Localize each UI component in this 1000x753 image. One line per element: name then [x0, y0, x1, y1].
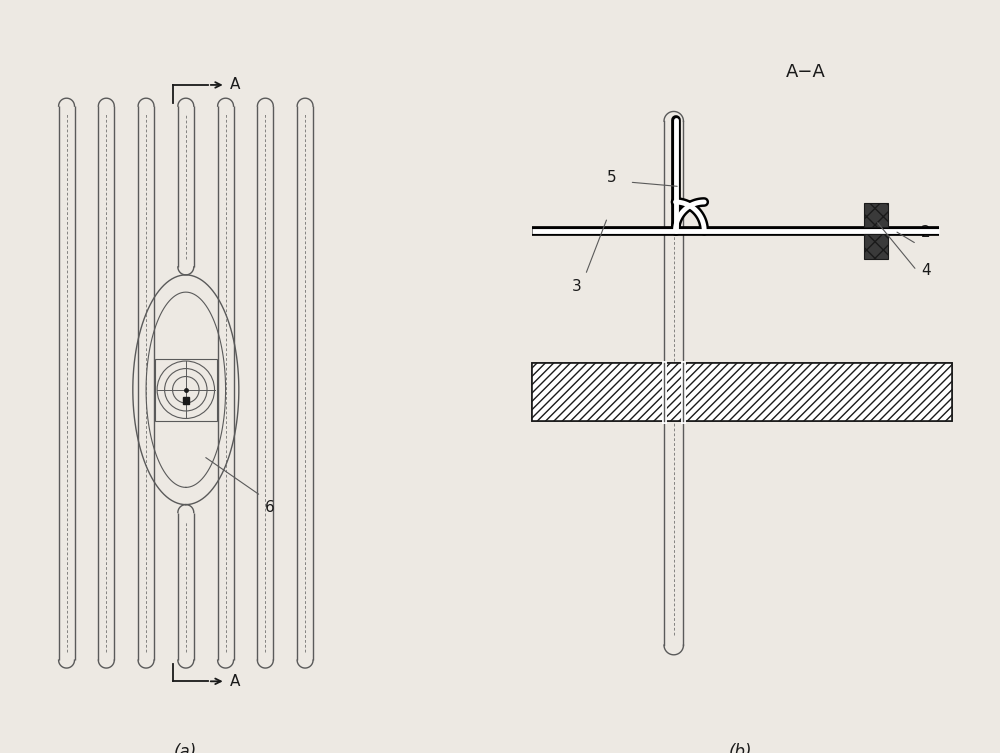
Text: 6: 6	[265, 500, 275, 515]
Text: A: A	[230, 78, 240, 93]
Text: A−A: A−A	[786, 62, 826, 81]
Bar	[155, 359, 217, 421]
Bar	[532, 363, 952, 421]
Text: 3: 3	[572, 279, 581, 294]
Bar	[864, 203, 888, 227]
Text: 4: 4	[921, 263, 931, 278]
Text: 2: 2	[921, 224, 931, 239]
Text: (b): (b)	[728, 743, 752, 753]
Bar	[183, 397, 189, 404]
Text: 5: 5	[607, 170, 616, 185]
Text: A: A	[230, 674, 240, 689]
Text: (a): (a)	[174, 743, 197, 753]
Bar	[864, 234, 888, 258]
Bar	[532, 363, 952, 421]
